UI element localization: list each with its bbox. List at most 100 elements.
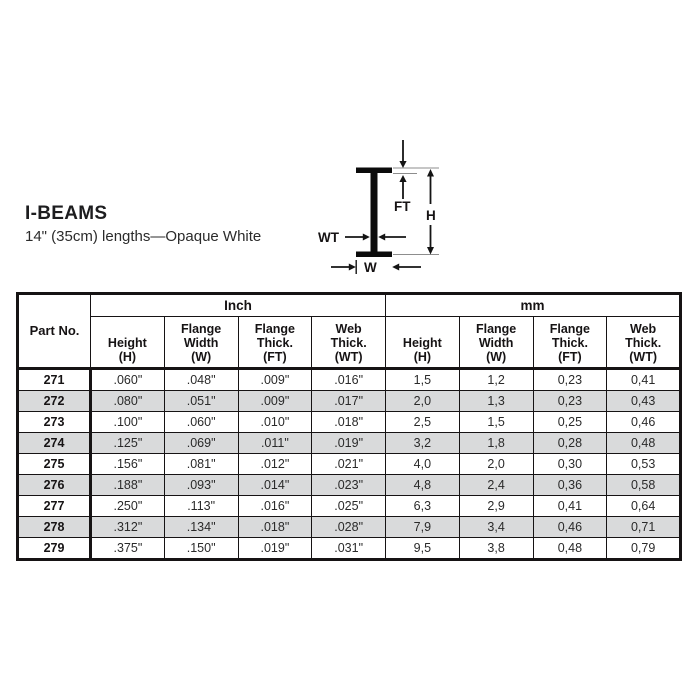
part-number-cell: 273 [17,411,92,433]
mm-value-cell: 0,48 [532,537,608,560]
mm-value-cell: 0,53 [606,453,681,475]
inch-value-cell: .051" [163,390,239,412]
part-number-cell: 274 [17,432,92,454]
column-header-mm-web-thick: Web Thick. (WT) [606,316,681,369]
extension-lines [393,167,439,255]
mm-value-cell: 0,30 [532,453,608,475]
ft-dimension-arrows [399,140,407,199]
column-header-row: Height (H) Flange Width (W) Flange Thick… [18,316,681,369]
inch-value-cell: .081" [163,453,239,475]
inch-value-cell: .025" [311,495,386,517]
mm-value-cell: 3,8 [458,537,534,560]
table-row: 279.375" .150" .019" .031" 9,5 3,8 0,48 0,79 [17,537,681,560]
inch-value-cell: .016" [311,367,386,391]
inch-value-cell: .019" [237,537,313,560]
inch-value-cell: .016" [237,495,313,517]
column-header-mm-height: Height (H) [385,316,460,369]
inch-value-cell: .312" [90,516,165,538]
inch-value-cell: .134" [163,516,239,538]
mm-value-cell: 3,2 [385,432,460,454]
mm-value-cell: 2,5 [385,411,460,433]
table-row: 272.080" .051" .009" .017" 2,0 1,3 0,23 0,43 [17,390,681,412]
table-row: 271.060" .048" .009" .016" 1,5 1,2 0,23 0,41 [17,367,681,391]
ibeam-spec-table: Part No. Inch mm Height (H) Flange Width… [16,292,682,561]
column-header-mm-flange-width: Flange Width (W) [458,316,534,369]
mm-value-cell: 7,9 [385,516,460,538]
inch-value-cell: .080" [90,390,165,412]
column-header-inch-flange-width: Flange Width (W) [163,316,239,369]
mm-value-cell: 0,58 [606,474,681,496]
mm-value-cell: 3,4 [458,516,534,538]
page-title: I-BEAMS [25,203,108,224]
mm-value-cell: 0,43 [606,390,681,412]
mm-value-cell: 1,5 [385,367,460,391]
table-header: Part No. Inch mm Height (H) Flange Width… [17,293,681,369]
mm-value-cell: 2,0 [385,390,460,412]
mm-value-cell: 0,46 [532,516,608,538]
page-subtitle: 14" (35cm) lengths—Opaque White [25,228,262,245]
product-heading: I-BEAMS 14" (35cm) lengths—Opaque White [25,203,262,246]
part-number-cell: 275 [17,453,92,475]
table-row: 277.250" .113" .016" .025" 6,3 2,9 0,41 0,64 [17,495,681,517]
inch-value-cell: .011" [237,432,313,454]
inch-value-cell: .018" [311,411,386,433]
mm-value-cell: 0,64 [606,495,681,517]
inch-value-cell: .014" [237,474,313,496]
inch-value-cell: .048" [163,367,239,391]
mm-value-cell: 6,3 [385,495,460,517]
unit-group-row: Part No. Inch mm [17,293,681,369]
inch-value-cell: .125" [90,432,165,454]
table-row: 275.156" .081" .012" .021" 4,0 2,0 0,30 0,53 [17,453,681,475]
mm-value-cell: 0,46 [606,411,681,433]
ibeam-shape [356,167,392,257]
table-row: 278.312" .134" .018" .028" 7,9 3,4 0,46 0,71 [17,516,681,538]
mm-value-cell: 2,0 [458,453,534,475]
inch-value-cell: .031" [311,537,386,560]
inch-value-cell: .060" [163,411,239,433]
column-header-part-no: Part No. [17,293,91,369]
mm-value-cell: 0,23 [532,367,608,391]
inch-value-cell: .009" [237,390,313,412]
inch-value-cell: .156" [90,453,165,475]
column-header-mm-flange-thick: Flange Thick. (FT) [532,316,608,369]
part-number-cell: 277 [17,495,92,517]
mm-value-cell: 9,5 [385,537,460,560]
mm-value-cell: 0,23 [532,390,608,412]
mm-value-cell: 2,9 [458,495,534,517]
part-number-cell: 278 [17,516,92,538]
inch-value-cell: .113" [163,495,239,517]
column-header-inch-height: Height (H) [90,316,165,369]
inch-value-cell: .250" [90,495,165,517]
inch-value-cell: .021" [311,453,386,475]
inch-value-cell: .012" [237,453,313,475]
mm-value-cell: 1,5 [458,411,534,433]
wt-label: WT [318,230,340,245]
inch-value-cell: .375" [90,537,165,560]
table-body: 271.060" .048" .009" .016" 1,5 1,2 0,23 0,41 272… [17,367,681,560]
ft-label: FT [394,199,411,214]
group-header-inch: Inch [90,293,386,317]
inch-value-cell: .060" [90,367,165,391]
inch-value-cell: .009" [237,367,313,391]
column-header-inch-flange-thick: Flange Thick. (FT) [237,316,313,369]
mm-value-cell: 0,41 [532,495,608,517]
mm-value-cell: 4,8 [385,474,460,496]
inch-value-cell: .010" [237,411,313,433]
inch-value-cell: .023" [311,474,386,496]
mm-value-cell: 2,4 [458,474,534,496]
mm-value-cell: 0,41 [606,367,681,391]
part-number-cell: 272 [17,390,92,412]
table-row: 276.188" .093" .014" .023" 4,8 2,4 0,36 0,58 [17,474,681,496]
inch-value-cell: .028" [311,516,386,538]
h-label: H [426,208,436,223]
w-dimension-arrows [331,260,421,274]
mm-value-cell: 0,28 [532,432,608,454]
table-row: 274.125" .069" .011" .019" 3,2 1,8 0,28 0,48 [17,432,681,454]
w-label: W [364,260,377,275]
inch-value-cell: .188" [90,474,165,496]
mm-value-cell: 0,48 [606,432,681,454]
wt-dimension-arrows [345,233,406,241]
mm-value-cell: 1,2 [458,367,534,391]
inch-value-cell: .018" [237,516,313,538]
h-dimension-arrows [427,169,434,255]
